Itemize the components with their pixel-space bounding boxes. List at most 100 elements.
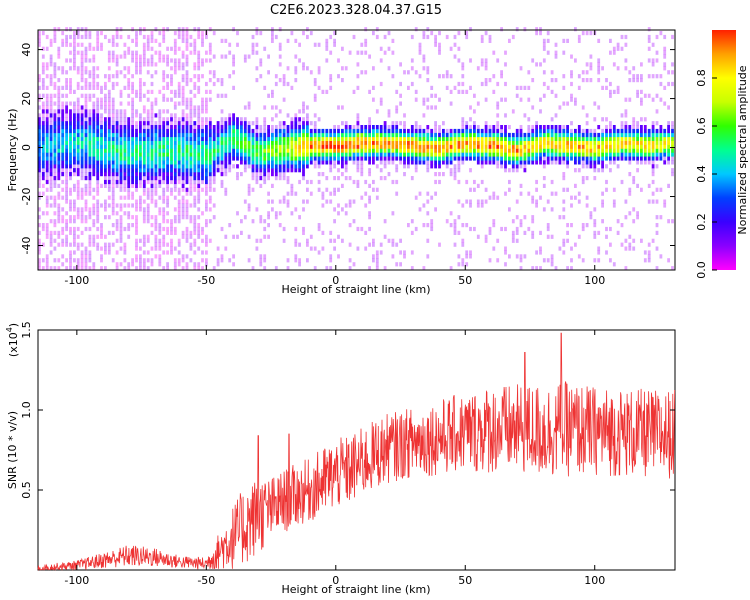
spectrogram-cell (651, 121, 655, 126)
spectrogram-cell (663, 132, 667, 138)
spectrogram-cell (550, 140, 554, 145)
spectrogram-cell (383, 125, 387, 130)
spectrogram-cell (453, 54, 457, 59)
spectrogram-cell (104, 164, 107, 169)
spectrogram-cell (80, 140, 84, 145)
spectrogram-cell (546, 50, 550, 55)
spectrogram-cell (511, 160, 515, 165)
spectrogram-cell (523, 27, 527, 32)
spectrogram-cell (655, 164, 659, 169)
spectrogram-cell (274, 81, 278, 87)
spectrogram-cell (480, 203, 484, 208)
spectrogram-cell (282, 140, 286, 145)
spectrogram-cell (651, 128, 655, 134)
spectrogram-cell (414, 27, 418, 32)
spectrogram-cell (139, 121, 142, 126)
spectrogram-cell (546, 258, 550, 263)
spectrogram-cell (142, 215, 146, 220)
spectrogram-cell (612, 160, 616, 165)
spectrogram-cell (107, 66, 111, 71)
spectrogram-cell (581, 31, 585, 36)
spectrogram-cell (41, 172, 45, 177)
spectrogram-cell (407, 223, 410, 228)
spectrogram-cell (612, 125, 616, 130)
spectrogram-cell (445, 70, 449, 75)
spectrogram-cell (185, 38, 189, 43)
spectrogram-cell (158, 54, 162, 59)
spectrogram-cell (228, 156, 232, 161)
spectrogram-cell (88, 109, 92, 114)
spectrogram-cell (236, 144, 239, 149)
spectrogram-cell (123, 113, 127, 118)
spectrogram-cell (558, 215, 562, 220)
spectrogram-cell (127, 121, 131, 126)
spectrogram-cell (111, 136, 115, 141)
spectrogram-cell (263, 258, 267, 263)
spectrogram-cell (457, 168, 461, 173)
spectrogram-cell (170, 187, 173, 192)
spectrogram-cell (484, 58, 488, 63)
spectrogram-cell (298, 160, 301, 165)
spectrogram-cell (492, 132, 496, 138)
spectrogram-cell (333, 136, 336, 141)
spectrogram-cell (154, 113, 158, 118)
spectrogram-cell (92, 54, 96, 59)
spectrogram-cell (212, 266, 216, 271)
spectrogram-cell (647, 27, 651, 32)
spectrogram-cell (84, 128, 88, 134)
spectrogram-cell (139, 238, 142, 243)
spectrogram-cell (131, 117, 134, 122)
spectrogram-cell (84, 266, 88, 271)
spectrogram-cell (154, 199, 158, 204)
spectrogram-cell (605, 152, 608, 157)
spectrogram-cell (232, 152, 235, 157)
spectrogram-cell (546, 223, 550, 228)
spectrogram-cell (73, 109, 76, 114)
spectrogram-cell (286, 66, 290, 71)
spectrogram-cell (38, 144, 41, 149)
spectrogram-cell (263, 140, 267, 145)
spectrogram-cell (515, 128, 519, 134)
spectrogram-cell (127, 226, 131, 232)
spectrogram-cell (294, 164, 298, 169)
spectrogram-cell (185, 70, 189, 75)
spectrogram-cell (162, 125, 166, 130)
spectrogram-cell (115, 81, 119, 87)
spectrogram-cell (612, 50, 616, 55)
spectrogram-cell (550, 254, 554, 259)
spectrogram-cell (166, 132, 169, 138)
spectrogram-cell (139, 132, 142, 138)
spectrogram-cell (647, 144, 651, 149)
spectrogram-cell (523, 152, 527, 157)
spectrogram-cell (115, 132, 119, 138)
spectrogram-cell (208, 78, 212, 83)
spectrogram-cell (212, 144, 216, 149)
spectrogram-cell (185, 191, 189, 196)
spectrogram-cell (45, 117, 49, 122)
spectrogram-cell (341, 105, 344, 110)
spectrogram-cell (476, 203, 480, 208)
spectrogram-cell (158, 168, 162, 173)
spectrogram-cell (577, 144, 581, 149)
spectrogram-cell (306, 160, 309, 165)
spectrogram-cell (224, 125, 228, 130)
spectrogram-cell (131, 172, 134, 177)
spectrogram-cell (135, 89, 138, 94)
spectrogram-cell (197, 117, 201, 122)
spectrogram-cell (41, 46, 45, 51)
spectrogram-cell (193, 223, 197, 228)
spectrogram-cell (177, 211, 181, 216)
spectrogram-cell (61, 70, 65, 75)
spectrogram-cell (49, 152, 53, 157)
spectrogram-cell (391, 50, 395, 55)
spectrogram-cell (131, 203, 134, 208)
spectrogram-cell (368, 125, 371, 130)
spectrogram-cell (170, 66, 173, 71)
spectrogram-cell (181, 62, 185, 67)
spectrogram-cell (449, 74, 453, 79)
spectrogram-cell (162, 156, 166, 161)
spectrogram-cell (449, 156, 453, 161)
spectrogram-cell (570, 223, 573, 228)
spectrogram-cell (329, 230, 333, 235)
spectrogram-cell (45, 195, 49, 200)
